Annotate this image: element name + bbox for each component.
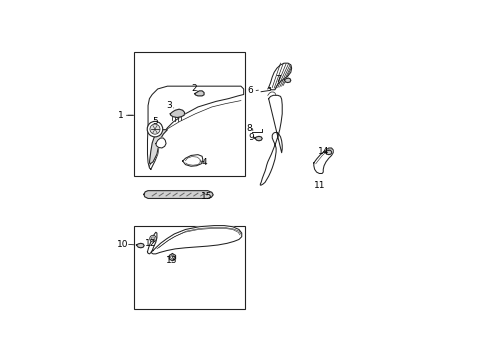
Polygon shape bbox=[143, 191, 213, 198]
Text: 8: 8 bbox=[246, 124, 252, 133]
Circle shape bbox=[147, 121, 163, 137]
Circle shape bbox=[151, 237, 154, 240]
Polygon shape bbox=[151, 226, 241, 254]
Circle shape bbox=[150, 124, 160, 134]
Polygon shape bbox=[149, 130, 167, 164]
Polygon shape bbox=[156, 138, 166, 148]
Polygon shape bbox=[284, 78, 290, 82]
Text: 1: 1 bbox=[117, 111, 123, 120]
Text: 7: 7 bbox=[274, 75, 280, 84]
Polygon shape bbox=[194, 91, 203, 96]
Circle shape bbox=[170, 255, 174, 259]
Text: 6: 6 bbox=[246, 86, 252, 95]
Polygon shape bbox=[324, 150, 331, 155]
Text: 11: 11 bbox=[313, 181, 325, 190]
Polygon shape bbox=[260, 95, 282, 185]
Polygon shape bbox=[183, 155, 203, 166]
Polygon shape bbox=[170, 109, 184, 117]
Text: 3: 3 bbox=[165, 101, 171, 110]
Text: 12: 12 bbox=[144, 239, 156, 248]
Bar bbox=[134, 51, 244, 176]
Circle shape bbox=[149, 235, 156, 242]
Polygon shape bbox=[136, 243, 144, 248]
Text: 2: 2 bbox=[191, 84, 196, 93]
Bar bbox=[134, 226, 244, 309]
Text: 4: 4 bbox=[202, 158, 207, 167]
Polygon shape bbox=[254, 136, 262, 141]
Polygon shape bbox=[268, 63, 291, 90]
Text: 9: 9 bbox=[248, 133, 254, 142]
Text: 10: 10 bbox=[117, 240, 128, 249]
Text: 15: 15 bbox=[200, 192, 212, 201]
Text: 14: 14 bbox=[317, 147, 328, 156]
Polygon shape bbox=[147, 86, 243, 169]
Polygon shape bbox=[147, 232, 157, 254]
Text: 5: 5 bbox=[152, 117, 158, 126]
Text: 13: 13 bbox=[165, 256, 177, 265]
Polygon shape bbox=[169, 253, 175, 261]
Polygon shape bbox=[313, 148, 332, 174]
